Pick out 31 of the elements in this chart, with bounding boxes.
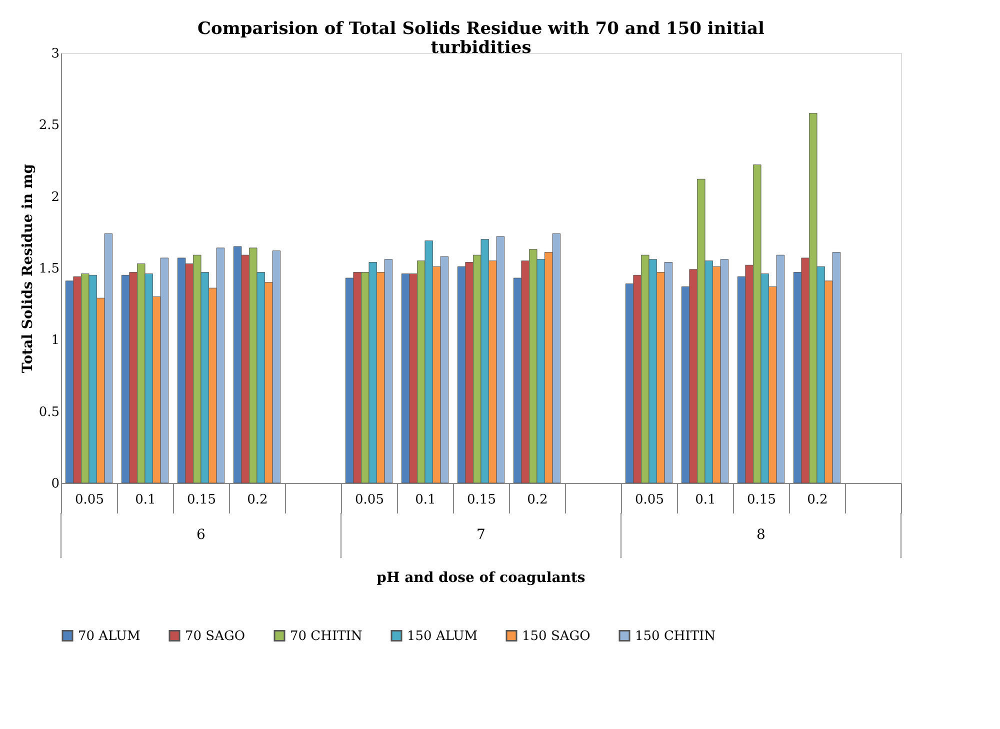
x-tick-label: 0.2 — [527, 492, 548, 508]
x-tick-label: 0.2 — [247, 492, 268, 508]
x-tick-label: 0.05 — [635, 492, 664, 508]
x-axis-title: pH and dose of coagulants — [376, 570, 586, 586]
x-tick-label: 0.15 — [467, 492, 496, 508]
legend-label: 150 CHITIN — [635, 628, 716, 644]
y-tick-label: 2 — [51, 190, 60, 205]
y-tick-label: 1 — [51, 333, 60, 348]
x-tick-label: 0.15 — [747, 492, 776, 508]
x-tick-label: 0.2 — [807, 492, 828, 508]
y-tick-label: 0.5 — [38, 404, 60, 420]
legend-label: 150 ALUM — [407, 628, 478, 644]
x-tick-label: 0.1 — [135, 492, 156, 508]
y-tick-label: 3 — [51, 46, 60, 62]
y-tick-label: 2.5 — [38, 118, 60, 134]
y-axis-title: Total Solids Residue in mg — [20, 164, 36, 373]
x-tick-label: 0.05 — [355, 492, 384, 508]
legend-label: 150 SAGO — [522, 628, 590, 644]
text: 8 — [756, 527, 766, 543]
text: 6 — [196, 527, 206, 543]
chart-title: Comparision of Total Solids Residue with 70 and 150 initial turbidities — [198, 19, 766, 58]
legend-label: 70 ALUM — [78, 628, 140, 644]
x-tick-label: 0.1 — [415, 492, 436, 508]
y-tick-label: 0 — [51, 476, 60, 492]
legend-label: 70 CHITIN — [290, 628, 362, 644]
x-tick-label: 0.15 — [187, 492, 216, 508]
x-tick-label: 0.1 — [695, 492, 716, 508]
legend-label: 70 SAGO — [185, 628, 246, 644]
y-tick-label: 1.5 — [38, 262, 60, 276]
text: 7 — [476, 527, 486, 543]
x-tick-label: 0.05 — [75, 492, 104, 508]
